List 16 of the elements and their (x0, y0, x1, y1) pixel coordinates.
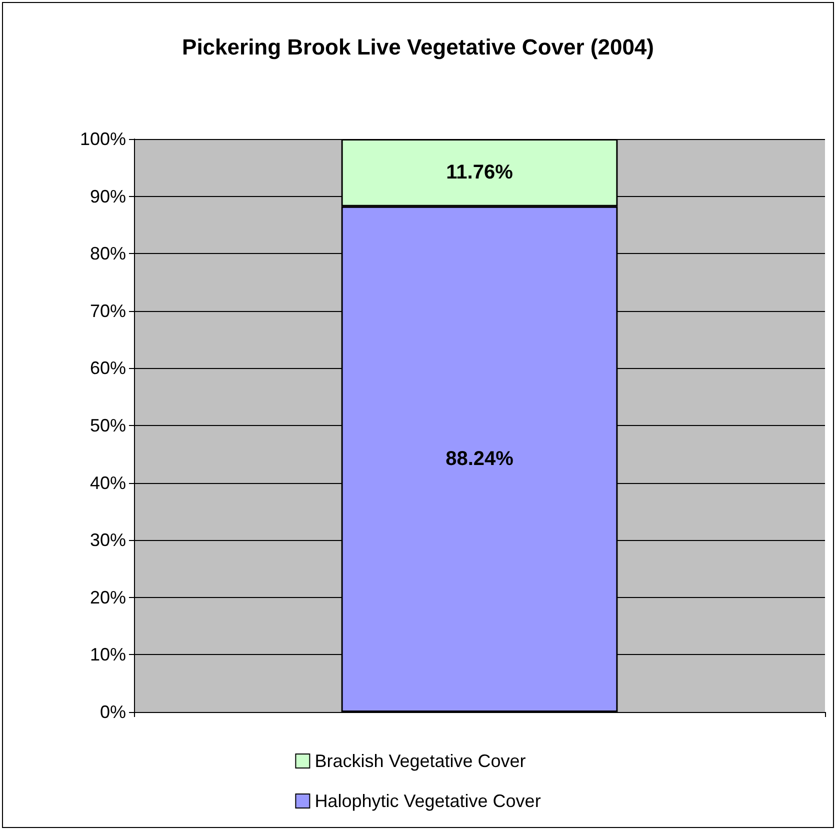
y-tick-label: 20% (90, 587, 126, 608)
data-label: 11.76% (446, 162, 514, 184)
y-tick-label: 40% (90, 472, 126, 493)
legend-label: Halophytic Vegetative Cover (314, 791, 541, 811)
y-tick-label: 60% (90, 358, 126, 378)
y-tick-label: 0% (100, 702, 126, 722)
y-tick-label: 100% (80, 129, 126, 149)
y-tick-label: 30% (90, 530, 126, 550)
y-tick-label: 50% (90, 416, 126, 436)
legend-label: Brackish Vegetative Cover (314, 751, 526, 771)
y-tick-label: 80% (90, 244, 126, 264)
data-label: 88.24% (446, 448, 514, 470)
chart-title: Pickering Brook Live Vegetative Cover (2004) (182, 34, 654, 60)
y-tick-label: 90% (90, 186, 126, 206)
y-tick-label: 10% (90, 644, 126, 665)
y-tick-label: 70% (90, 300, 126, 321)
